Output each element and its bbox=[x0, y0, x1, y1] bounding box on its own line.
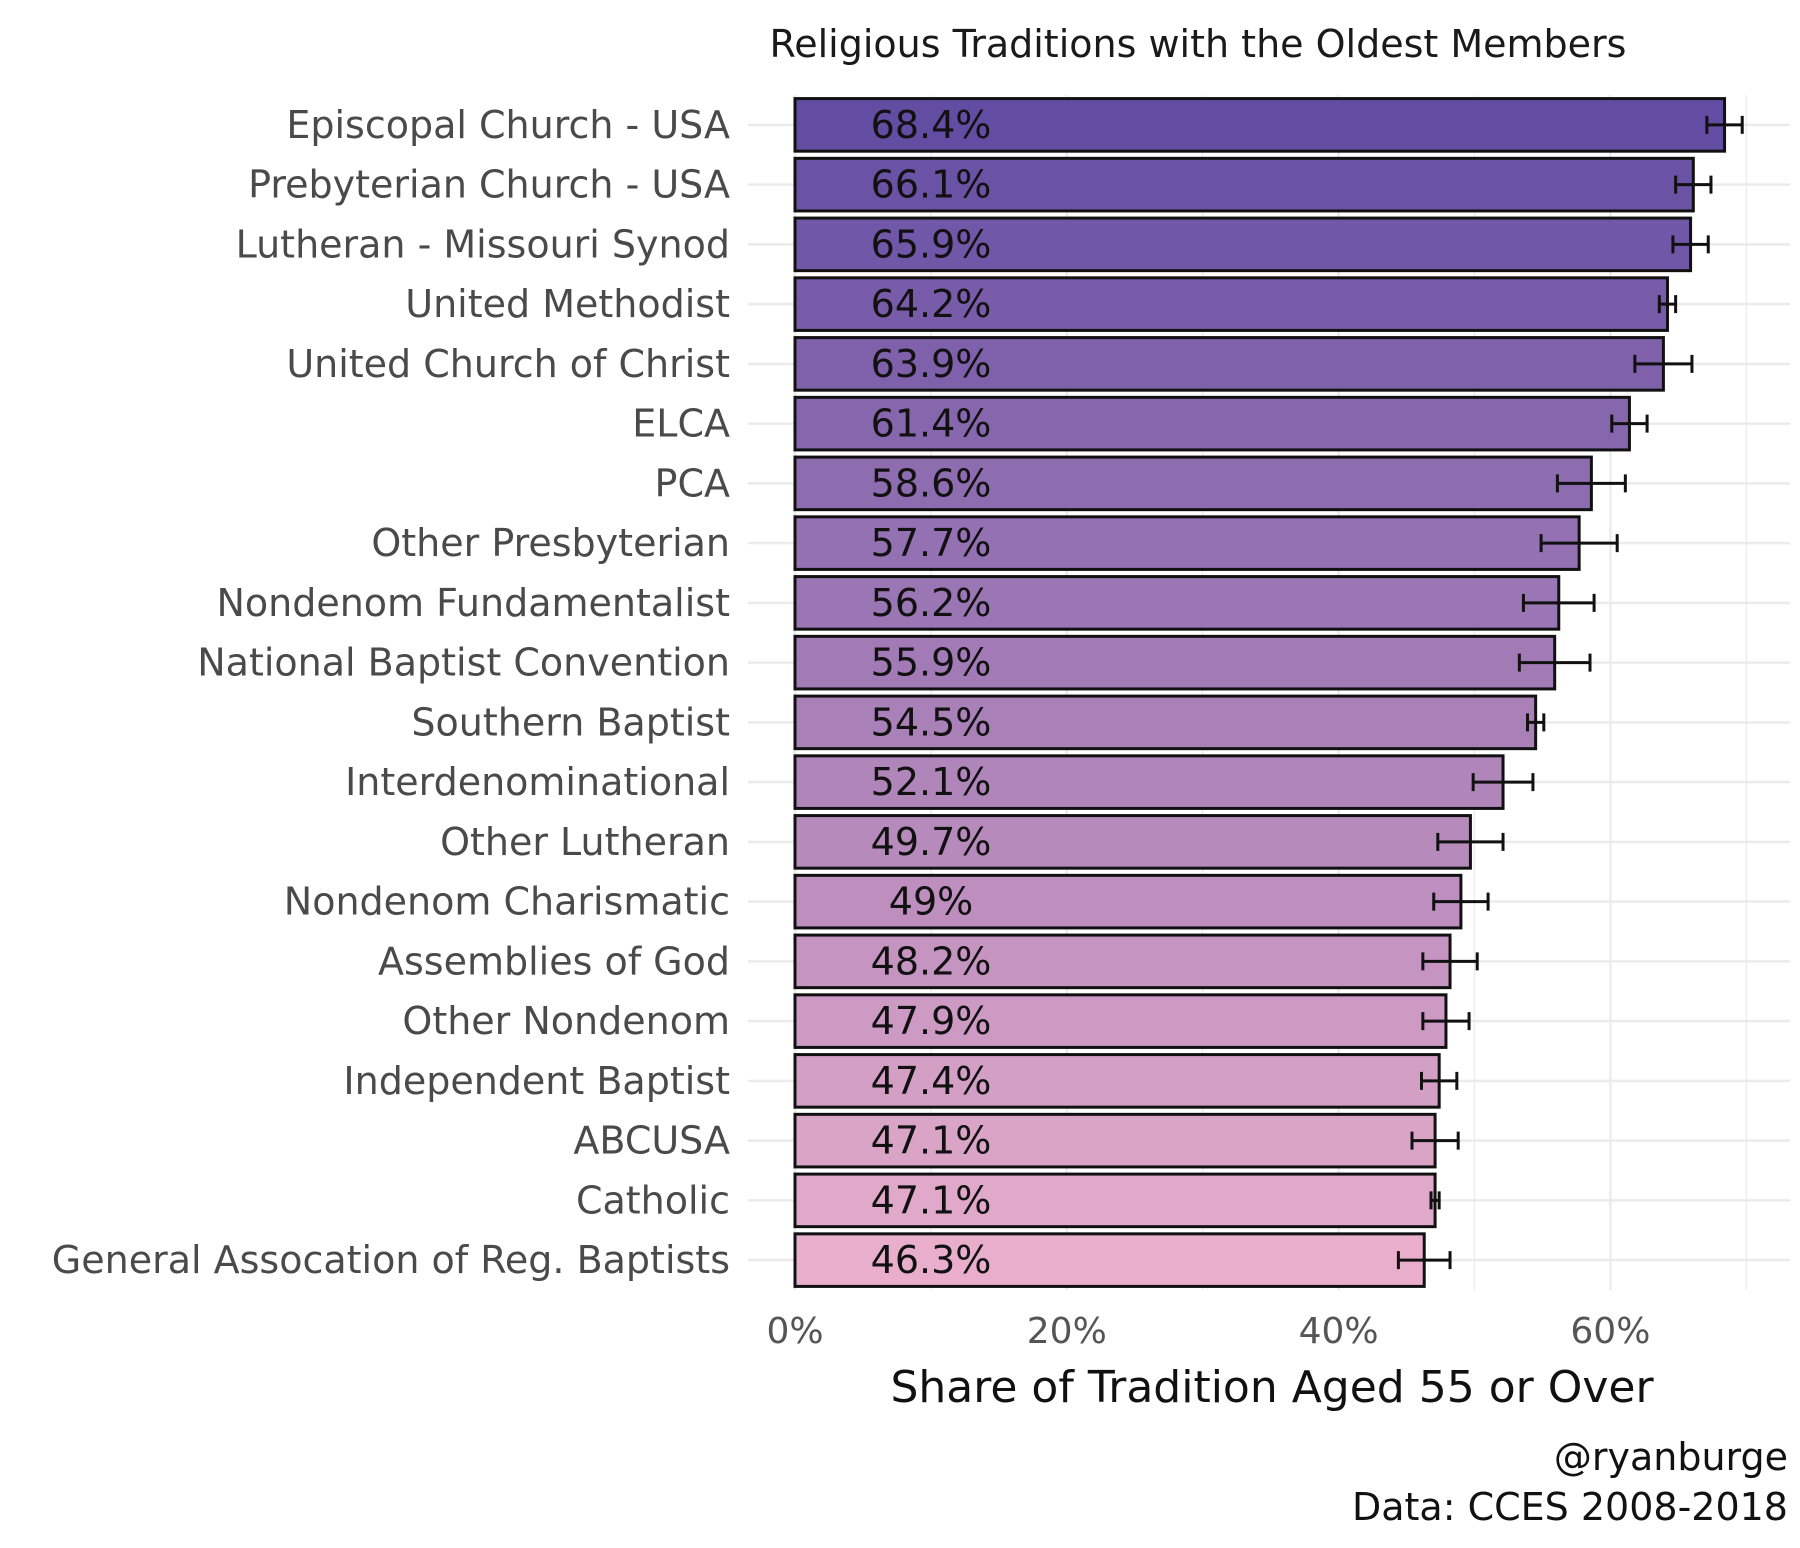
category-label: Other Nondenom bbox=[402, 999, 730, 1043]
data-label: 61.4% bbox=[871, 402, 992, 446]
category-label: Nondenom Charismatic bbox=[284, 880, 730, 924]
bar bbox=[793, 1172, 1437, 1229]
data-label: 65.9% bbox=[871, 222, 992, 266]
bar bbox=[793, 694, 1538, 751]
bar bbox=[793, 336, 1665, 392]
category-label: Southern Baptist bbox=[411, 700, 730, 744]
category-label: General Assocation of Reg. Baptists bbox=[52, 1238, 730, 1282]
bar bbox=[793, 1112, 1437, 1169]
labels: 0% 20% 40% 60% Episcopal Church - USA 68.4% Pr… bbox=[52, 103, 1651, 1352]
category-label: PCA bbox=[655, 461, 730, 505]
caption-handle: @ryanburge bbox=[1554, 1435, 1788, 1479]
bar bbox=[793, 933, 1452, 990]
bar bbox=[793, 993, 1448, 1049]
data-label: 46.3% bbox=[871, 1238, 992, 1282]
x-tick-label: 0% bbox=[766, 1311, 823, 1352]
data-label: 47.1% bbox=[871, 1178, 992, 1222]
chart-title: Religious Traditions with the Oldest Mem… bbox=[770, 22, 1627, 66]
data-label: 47.4% bbox=[871, 1059, 992, 1103]
data-label: 66.1% bbox=[871, 163, 992, 207]
x-axis-label: Share of Tradition Aged 55 or Over bbox=[890, 1362, 1654, 1413]
data-label: 49.7% bbox=[871, 820, 992, 864]
category-label: Assemblies of God bbox=[378, 939, 730, 983]
category-label: National Baptist Convention bbox=[197, 641, 730, 685]
data-label: 55.9% bbox=[871, 641, 992, 685]
bar bbox=[793, 634, 1557, 691]
bars bbox=[793, 97, 1744, 1288]
category-label: Prebyterian Church - USA bbox=[248, 163, 730, 207]
data-label: 54.5% bbox=[871, 700, 992, 744]
x-tick-label: 40% bbox=[1299, 1311, 1379, 1352]
category-label: Independent Baptist bbox=[343, 1059, 730, 1103]
data-label: 64.2% bbox=[871, 282, 992, 326]
bar bbox=[793, 754, 1505, 810]
bar bbox=[793, 216, 1693, 273]
category-label: United Methodist bbox=[405, 282, 730, 326]
data-label: 63.9% bbox=[871, 342, 992, 386]
category-label: United Church of Christ bbox=[286, 342, 730, 386]
category-label: Other Presbyterian bbox=[371, 521, 730, 565]
category-label: Nondenom Fundamentalist bbox=[216, 581, 730, 625]
data-label: 52.1% bbox=[871, 760, 992, 804]
category-label: Interdenominational bbox=[345, 760, 730, 804]
bar bbox=[793, 575, 1561, 631]
bar bbox=[793, 455, 1593, 512]
data-label: 48.2% bbox=[871, 939, 992, 983]
category-label: Other Lutheran bbox=[440, 820, 730, 864]
data-label: 57.7% bbox=[871, 521, 992, 565]
bar bbox=[793, 1053, 1441, 1109]
category-label: Episcopal Church - USA bbox=[286, 103, 730, 147]
category-label: Catholic bbox=[576, 1178, 730, 1222]
x-tick-label: 20% bbox=[1027, 1311, 1107, 1352]
category-label: ELCA bbox=[632, 402, 730, 446]
category-label: ABCUSA bbox=[573, 1119, 730, 1163]
x-tick-label: 60% bbox=[1570, 1311, 1650, 1352]
data-label: 47.9% bbox=[871, 999, 992, 1043]
grid-lines bbox=[748, 95, 1790, 1290]
data-label: 68.4% bbox=[871, 103, 992, 147]
data-label: 47.1% bbox=[871, 1119, 992, 1163]
data-label: 49% bbox=[889, 880, 973, 924]
bar bbox=[793, 97, 1727, 153]
category-label: Lutheran - Missouri Synod bbox=[236, 222, 730, 266]
data-label: 58.6% bbox=[871, 461, 992, 505]
bar bbox=[793, 515, 1581, 571]
data-label: 56.2% bbox=[871, 581, 992, 625]
caption-source: Data: CCES 2008-2018 bbox=[1352, 1485, 1788, 1529]
